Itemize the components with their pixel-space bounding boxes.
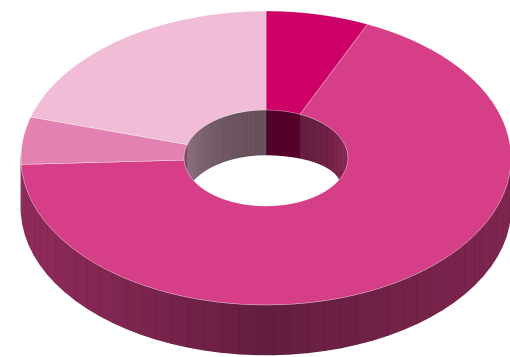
slice-inner-wall: [232, 113, 236, 160]
slice-outer-wall: [289, 302, 308, 355]
slice-outer-wall: [155, 288, 172, 345]
slice-outer-wall: [55, 232, 66, 293]
slice-outer-wall: [111, 271, 127, 330]
slice-outer-wall: [39, 214, 48, 276]
slice-inner-wall: [227, 114, 231, 161]
slice-inner-wall: [263, 109, 267, 156]
slice-inner-wall: [206, 123, 210, 171]
slice-outer-wall: [125, 278, 141, 335]
slice-outer-wall: [255, 304, 274, 356]
slice-inner-wall: [307, 116, 316, 165]
slice-outer-wall: [442, 251, 455, 311]
slice-inner-wall: [223, 115, 226, 163]
slice-outer-wall: [430, 259, 444, 318]
slice-outer-wall: [482, 215, 491, 278]
slice-outer-wall: [402, 273, 418, 331]
slice-inner-wall: [212, 120, 215, 167]
slice-outer-wall: [47, 223, 57, 285]
slice-inner-wall: [255, 109, 259, 156]
slice-outer-wall: [356, 289, 374, 345]
slice-outer-wall: [372, 284, 389, 341]
slice-inner-wall: [321, 122, 328, 172]
slice-outer-wall: [416, 266, 431, 325]
slice-inner-wall: [208, 122, 211, 170]
slice-inner-wall: [337, 133, 342, 185]
slice-outer-wall: [187, 296, 205, 351]
slice-inner-wall: [332, 129, 338, 181]
slice-outer-wall: [204, 299, 222, 353]
slice-inner-wall: [239, 111, 243, 158]
slice-inner-wall: [225, 115, 229, 162]
slice-inner-wall: [247, 110, 251, 157]
slice-outer-wall: [272, 303, 291, 356]
slice-inner-wall: [299, 113, 308, 163]
slice-inner-wall: [314, 119, 322, 169]
slice-outer-wall: [464, 234, 475, 295]
slice-inner-wall: [257, 109, 261, 156]
slice-outer-wall: [140, 283, 157, 340]
slice-inner-wall: [204, 124, 208, 172]
slice-inner-wall: [218, 117, 222, 165]
slice-outer-wall: [64, 241, 76, 302]
slice-outer-wall: [324, 297, 342, 352]
slice-inner-wall: [230, 113, 233, 161]
slice-outer-wall: [98, 265, 113, 323]
slice-inner-wall: [237, 112, 241, 159]
slice-outer-wall: [33, 204, 41, 266]
slice-inner-wall: [242, 111, 246, 158]
slice-outer-wall: [171, 293, 189, 348]
slice-outer-wall: [86, 257, 100, 317]
slice-4: [30, 10, 267, 145]
slice-inner-wall: [220, 116, 224, 164]
slice-outer-wall: [220, 302, 239, 355]
slice-inner-wall: [250, 110, 254, 157]
slice-inner-wall: [252, 110, 256, 156]
slice-inner-wall: [201, 126, 204, 174]
slice-outer-wall: [474, 225, 484, 286]
slice-outer-wall: [490, 206, 498, 268]
slice-inner-wall: [210, 121, 213, 168]
donut-slices: [20, 10, 510, 306]
slice-inner-wall: [203, 125, 206, 173]
slice-inner-wall: [214, 119, 218, 166]
slice-outer-wall: [238, 303, 256, 356]
slice-outer-wall: [307, 300, 325, 354]
slice-outer-wall: [496, 197, 503, 258]
slice-outer-wall: [28, 195, 35, 256]
slice-outer-wall: [453, 243, 466, 303]
slice-outer-wall: [388, 279, 404, 336]
slice-inner-wall: [216, 118, 220, 165]
slice-outer-wall: [75, 249, 88, 309]
slice-inner-wall: [260, 109, 264, 156]
slice-inner-wall: [234, 112, 238, 159]
slice-outer-wall: [340, 294, 358, 349]
slice-inner-wall: [327, 125, 334, 176]
slice-inner-wall: [244, 110, 248, 157]
